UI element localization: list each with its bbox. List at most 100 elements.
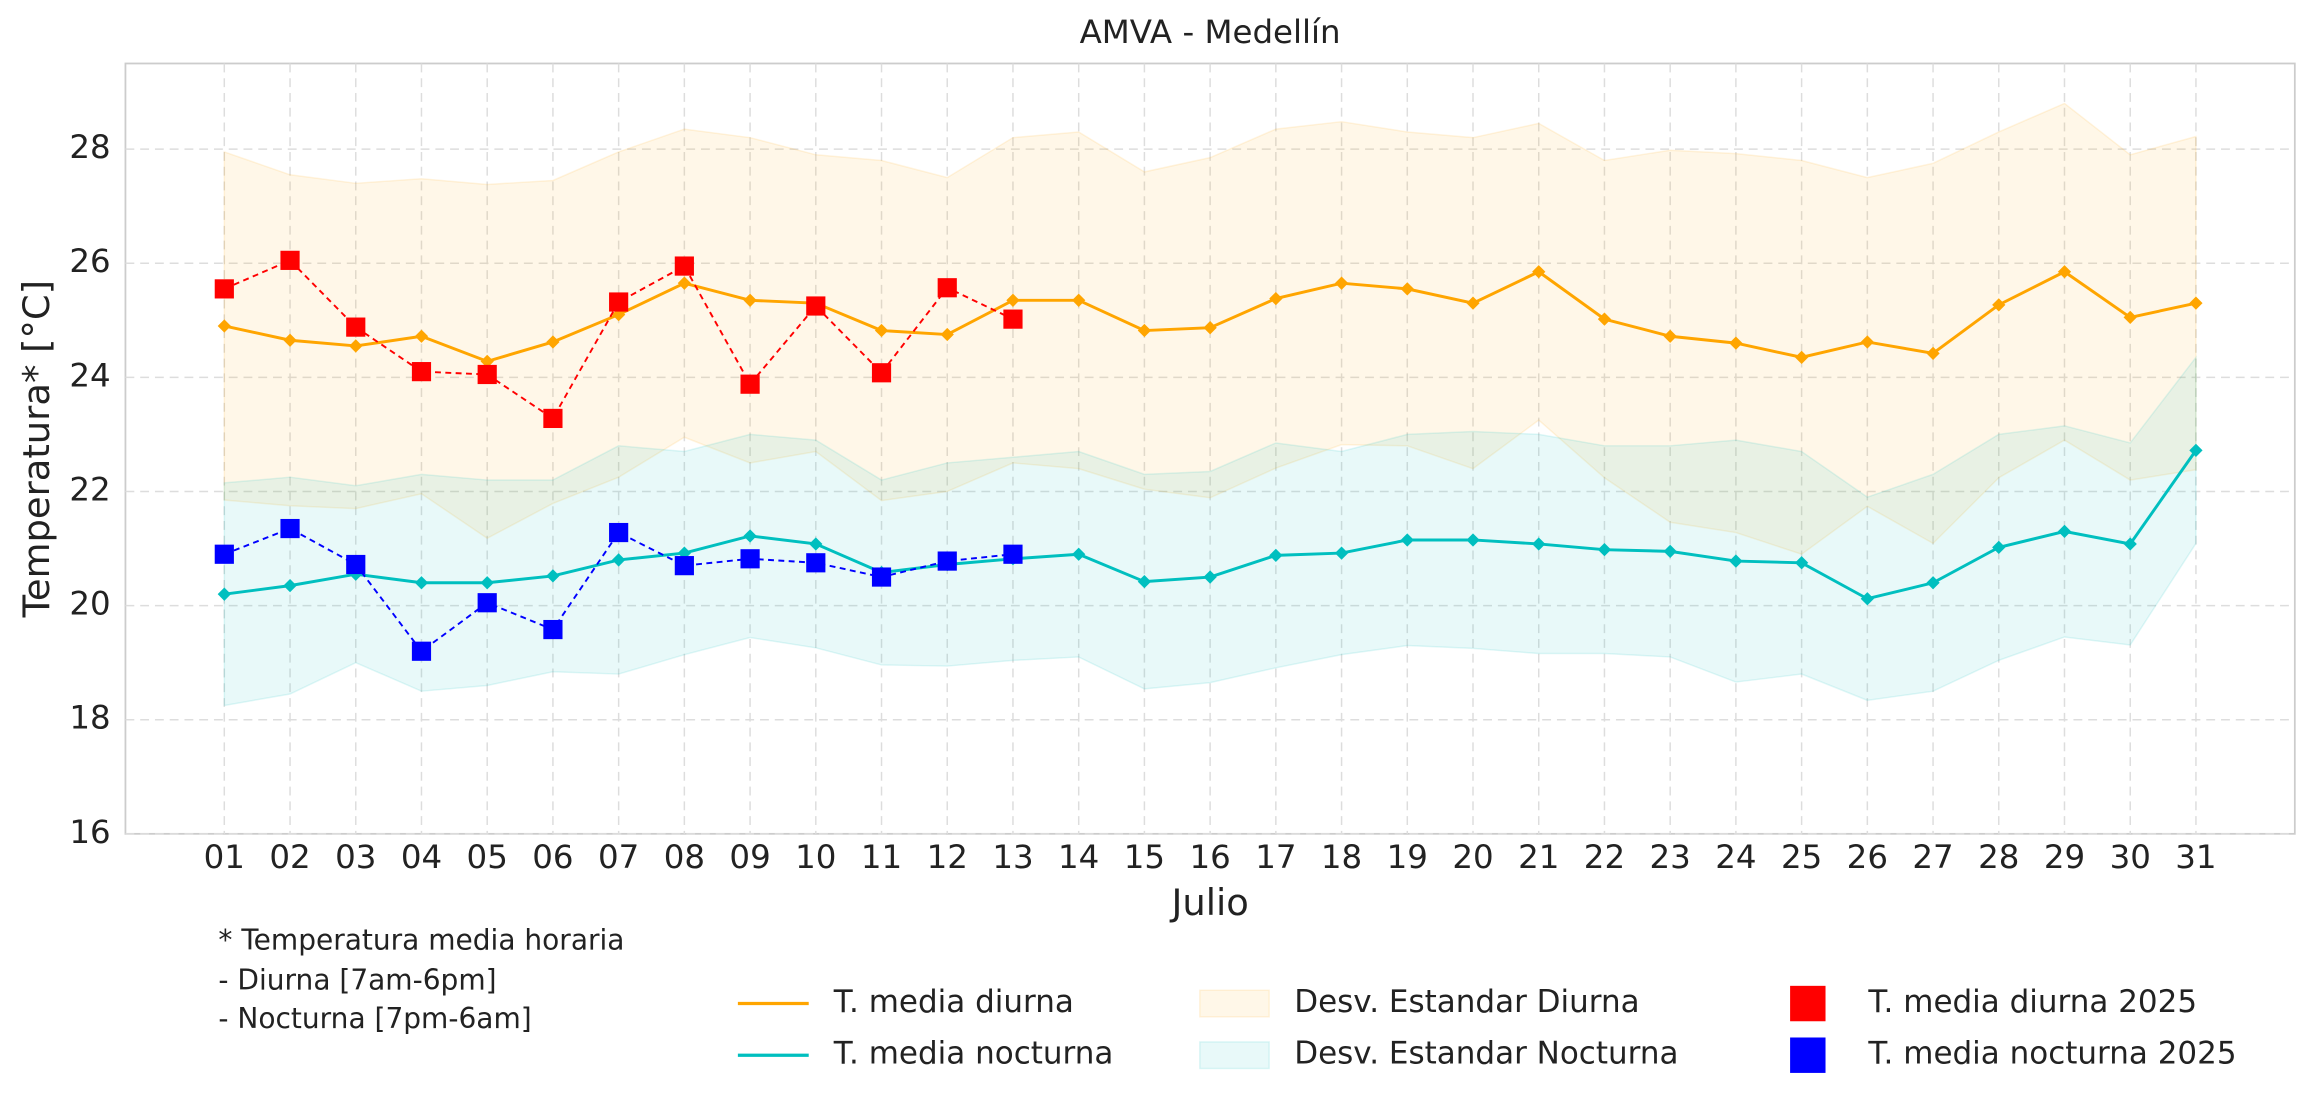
legend-label: T. media nocturna 2025 — [1867, 1036, 2236, 1072]
x-tick-label: 26 — [1847, 838, 1888, 876]
point-marker — [280, 250, 300, 270]
y-tick-label: 20 — [69, 585, 110, 623]
x-tick-label: 06 — [532, 838, 573, 876]
point-marker — [1334, 276, 1349, 290]
x-tick-label: 21 — [1518, 838, 1559, 876]
x-tick-label: 14 — [1058, 838, 1099, 876]
y-axis-label: Temperatura* [°C] — [15, 280, 58, 618]
legend-swatch — [1790, 985, 1826, 1022]
x-tick-label: 22 — [1584, 838, 1625, 876]
y-tick-label: 16 — [69, 813, 110, 851]
point-marker — [1072, 293, 1086, 307]
std-band — [223, 355, 2197, 707]
x-tick-label: 17 — [1255, 838, 1296, 876]
point-marker — [1729, 336, 1743, 350]
point-marker — [480, 576, 494, 590]
legend-swatch — [1199, 1041, 1270, 1070]
point-marker — [280, 518, 300, 539]
point-marker — [674, 556, 694, 576]
x-tick-label: 10 — [795, 838, 836, 876]
point-marker — [214, 279, 234, 299]
x-axis-label: Julio — [1169, 881, 1248, 924]
point-marker — [2189, 443, 2203, 458]
x-tick-label: 11 — [861, 838, 902, 876]
point-marker — [609, 522, 629, 543]
point-marker — [411, 362, 432, 382]
x-tick-label: 12 — [927, 838, 968, 876]
point-marker — [1597, 543, 1612, 557]
x-tick-label: 05 — [467, 838, 508, 876]
point-marker — [677, 276, 692, 290]
x-tick-label: 27 — [1912, 838, 1953, 876]
point-marker — [477, 593, 497, 613]
point-marker — [1597, 312, 1612, 326]
legend-label: T. media diurna 2025 — [1867, 984, 2197, 1020]
x-tick-label: 04 — [401, 838, 442, 876]
point-marker — [740, 549, 760, 569]
point-marker — [806, 296, 826, 316]
point-marker — [1006, 293, 1020, 307]
annotation: - Nocturna [7pm-6am] — [218, 1002, 531, 1035]
point-marker — [1003, 544, 1023, 564]
x-tick-label: 31 — [2175, 838, 2216, 876]
point-marker — [674, 256, 694, 276]
x-tick-label: 19 — [1387, 838, 1428, 876]
x-tick-label: 24 — [1715, 838, 1756, 876]
annotation: * Temperatura media horaria — [218, 924, 624, 957]
y-tick-label: 28 — [69, 128, 110, 166]
point-marker — [546, 335, 560, 349]
x-tick-label: 18 — [1321, 838, 1362, 876]
point-marker — [477, 364, 497, 385]
legend-label: Desv. Estandar Diurna — [1294, 984, 1639, 1020]
point-marker — [871, 363, 892, 383]
x-tick-label: 08 — [664, 838, 705, 876]
point-marker — [809, 537, 823, 551]
point-marker — [543, 408, 563, 429]
point-marker — [806, 553, 826, 573]
point-marker — [1003, 309, 1023, 329]
point-marker — [1137, 574, 1152, 589]
point-marker — [1926, 576, 1940, 590]
x-tick-label: 16 — [1189, 838, 1230, 876]
point-marker — [1860, 592, 1874, 606]
annotation: - Diurna [7am-6pm] — [218, 963, 496, 996]
x-tick-label: 29 — [2044, 838, 2085, 876]
x-tick-label: 25 — [1781, 838, 1822, 876]
y-tick-label: 26 — [69, 242, 110, 280]
x-tick-label: 09 — [729, 838, 770, 876]
point-marker — [940, 327, 954, 342]
point-marker — [937, 551, 957, 571]
x-tick-label: 03 — [335, 838, 376, 876]
legend-swatch — [1790, 1037, 1826, 1073]
point-marker — [2189, 296, 2203, 310]
point-marker — [611, 553, 626, 567]
point-marker — [743, 293, 757, 307]
x-tick-label: 28 — [1978, 838, 2019, 876]
x-tick-label: 02 — [269, 838, 310, 876]
chart-title: AMVA - Medellín — [1080, 13, 1341, 51]
point-marker — [1203, 570, 1217, 584]
legend-label: T. media nocturna — [833, 1036, 1114, 1072]
y-tick-label: 22 — [69, 470, 110, 508]
point-marker — [1334, 546, 1349, 560]
point-marker — [1663, 329, 1677, 343]
point-marker — [1532, 537, 1546, 551]
x-tick-label: 07 — [598, 838, 639, 876]
point-marker — [214, 544, 234, 564]
point-marker — [283, 578, 297, 593]
point-marker — [414, 576, 429, 590]
legend-swatch — [1199, 989, 1270, 1018]
point-marker — [411, 641, 432, 661]
point-marker — [740, 374, 760, 394]
x-tick-label: 30 — [2110, 838, 2151, 876]
x-tick-label: 13 — [992, 838, 1033, 876]
point-marker — [937, 278, 957, 298]
point-marker — [346, 317, 366, 337]
legend-label: T. media diurna — [833, 984, 1074, 1020]
point-marker — [1926, 346, 1940, 361]
x-tick-label: 01 — [204, 838, 245, 876]
point-marker — [871, 567, 892, 587]
point-marker — [414, 329, 429, 343]
point-marker — [1072, 547, 1086, 561]
